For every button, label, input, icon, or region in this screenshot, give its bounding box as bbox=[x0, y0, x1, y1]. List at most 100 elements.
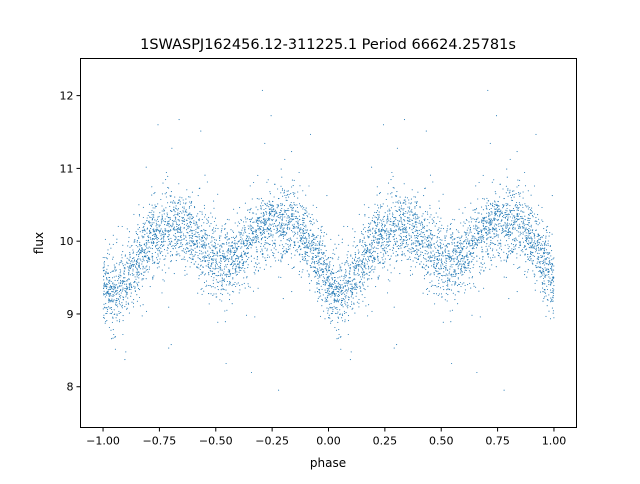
data-point bbox=[429, 216, 431, 218]
data-point bbox=[224, 310, 226, 312]
data-point bbox=[128, 283, 130, 286]
data-point bbox=[149, 233, 151, 235]
data-point bbox=[533, 242, 535, 244]
data-point bbox=[252, 227, 254, 229]
data-point bbox=[106, 272, 108, 274]
data-point bbox=[500, 249, 503, 251]
data-point bbox=[266, 228, 268, 230]
data-point bbox=[174, 242, 176, 245]
data-point bbox=[415, 214, 417, 216]
data-point bbox=[128, 269, 130, 271]
data-point bbox=[121, 304, 124, 306]
data-point bbox=[148, 235, 150, 237]
data-point bbox=[447, 274, 449, 276]
data-point bbox=[429, 207, 431, 209]
data-point bbox=[247, 267, 249, 269]
data-point bbox=[544, 276, 546, 278]
data-point bbox=[468, 270, 470, 272]
data-point bbox=[120, 281, 122, 283]
data-point bbox=[112, 294, 114, 296]
data-point bbox=[283, 191, 285, 193]
data-point bbox=[381, 257, 383, 259]
data-point bbox=[509, 191, 511, 193]
data-point bbox=[327, 295, 329, 297]
data-point bbox=[232, 266, 234, 268]
data-point bbox=[379, 204, 382, 206]
data-point bbox=[541, 219, 543, 221]
data-point bbox=[233, 247, 235, 249]
data-point bbox=[137, 288, 140, 290]
data-point bbox=[231, 247, 234, 250]
data-point bbox=[168, 187, 170, 189]
data-point bbox=[128, 303, 130, 305]
data-point bbox=[442, 321, 444, 323]
data-point bbox=[183, 218, 185, 220]
data-point bbox=[440, 227, 442, 229]
data-point bbox=[528, 240, 530, 242]
data-point bbox=[445, 268, 447, 270]
data-point bbox=[242, 267, 244, 269]
data-point bbox=[187, 226, 189, 228]
data-point bbox=[126, 257, 128, 259]
data-point bbox=[247, 225, 249, 227]
data-point bbox=[477, 233, 480, 235]
data-point bbox=[182, 250, 184, 252]
data-point bbox=[553, 265, 555, 267]
data-point bbox=[400, 211, 402, 213]
data-point bbox=[318, 264, 320, 266]
data-point bbox=[136, 263, 138, 265]
data-point bbox=[496, 219, 498, 221]
data-point bbox=[290, 253, 292, 255]
data-point bbox=[394, 226, 396, 228]
data-point bbox=[277, 205, 279, 207]
data-point bbox=[339, 292, 341, 294]
data-point bbox=[249, 221, 252, 223]
data-point bbox=[219, 239, 221, 242]
data-point bbox=[308, 242, 310, 244]
data-point bbox=[441, 239, 443, 241]
data-point bbox=[387, 217, 389, 219]
data-point bbox=[181, 216, 183, 218]
data-point bbox=[257, 220, 259, 222]
data-point bbox=[469, 230, 471, 232]
data-point bbox=[534, 289, 536, 291]
data-point bbox=[321, 231, 323, 234]
data-point bbox=[194, 233, 196, 235]
data-point bbox=[309, 248, 311, 250]
data-point bbox=[422, 232, 424, 234]
data-point bbox=[396, 344, 398, 346]
data-point bbox=[428, 240, 430, 242]
data-point bbox=[336, 295, 338, 297]
data-point bbox=[401, 241, 403, 243]
data-point bbox=[377, 234, 379, 236]
data-point bbox=[112, 301, 114, 303]
data-point bbox=[364, 248, 366, 250]
data-point bbox=[156, 248, 158, 250]
data-point bbox=[167, 244, 169, 246]
data-point bbox=[115, 270, 117, 272]
data-point bbox=[518, 213, 520, 215]
data-point bbox=[358, 264, 360, 266]
data-point bbox=[214, 247, 216, 249]
data-point bbox=[155, 236, 157, 238]
data-point bbox=[462, 225, 464, 227]
data-point bbox=[418, 222, 420, 224]
data-point bbox=[347, 289, 349, 291]
data-point bbox=[202, 240, 204, 242]
data-point bbox=[416, 240, 418, 242]
data-point bbox=[305, 241, 307, 243]
data-point bbox=[325, 266, 327, 268]
data-point bbox=[177, 212, 179, 214]
data-point bbox=[553, 317, 555, 319]
data-point bbox=[450, 256, 452, 258]
data-point bbox=[141, 273, 143, 275]
data-point bbox=[418, 244, 420, 246]
data-point bbox=[156, 259, 158, 261]
data-point bbox=[487, 230, 489, 232]
data-point bbox=[266, 227, 268, 229]
data-point bbox=[325, 250, 327, 252]
data-point bbox=[537, 257, 539, 259]
data-point bbox=[176, 230, 178, 232]
data-point bbox=[493, 217, 495, 219]
data-point bbox=[450, 234, 452, 236]
